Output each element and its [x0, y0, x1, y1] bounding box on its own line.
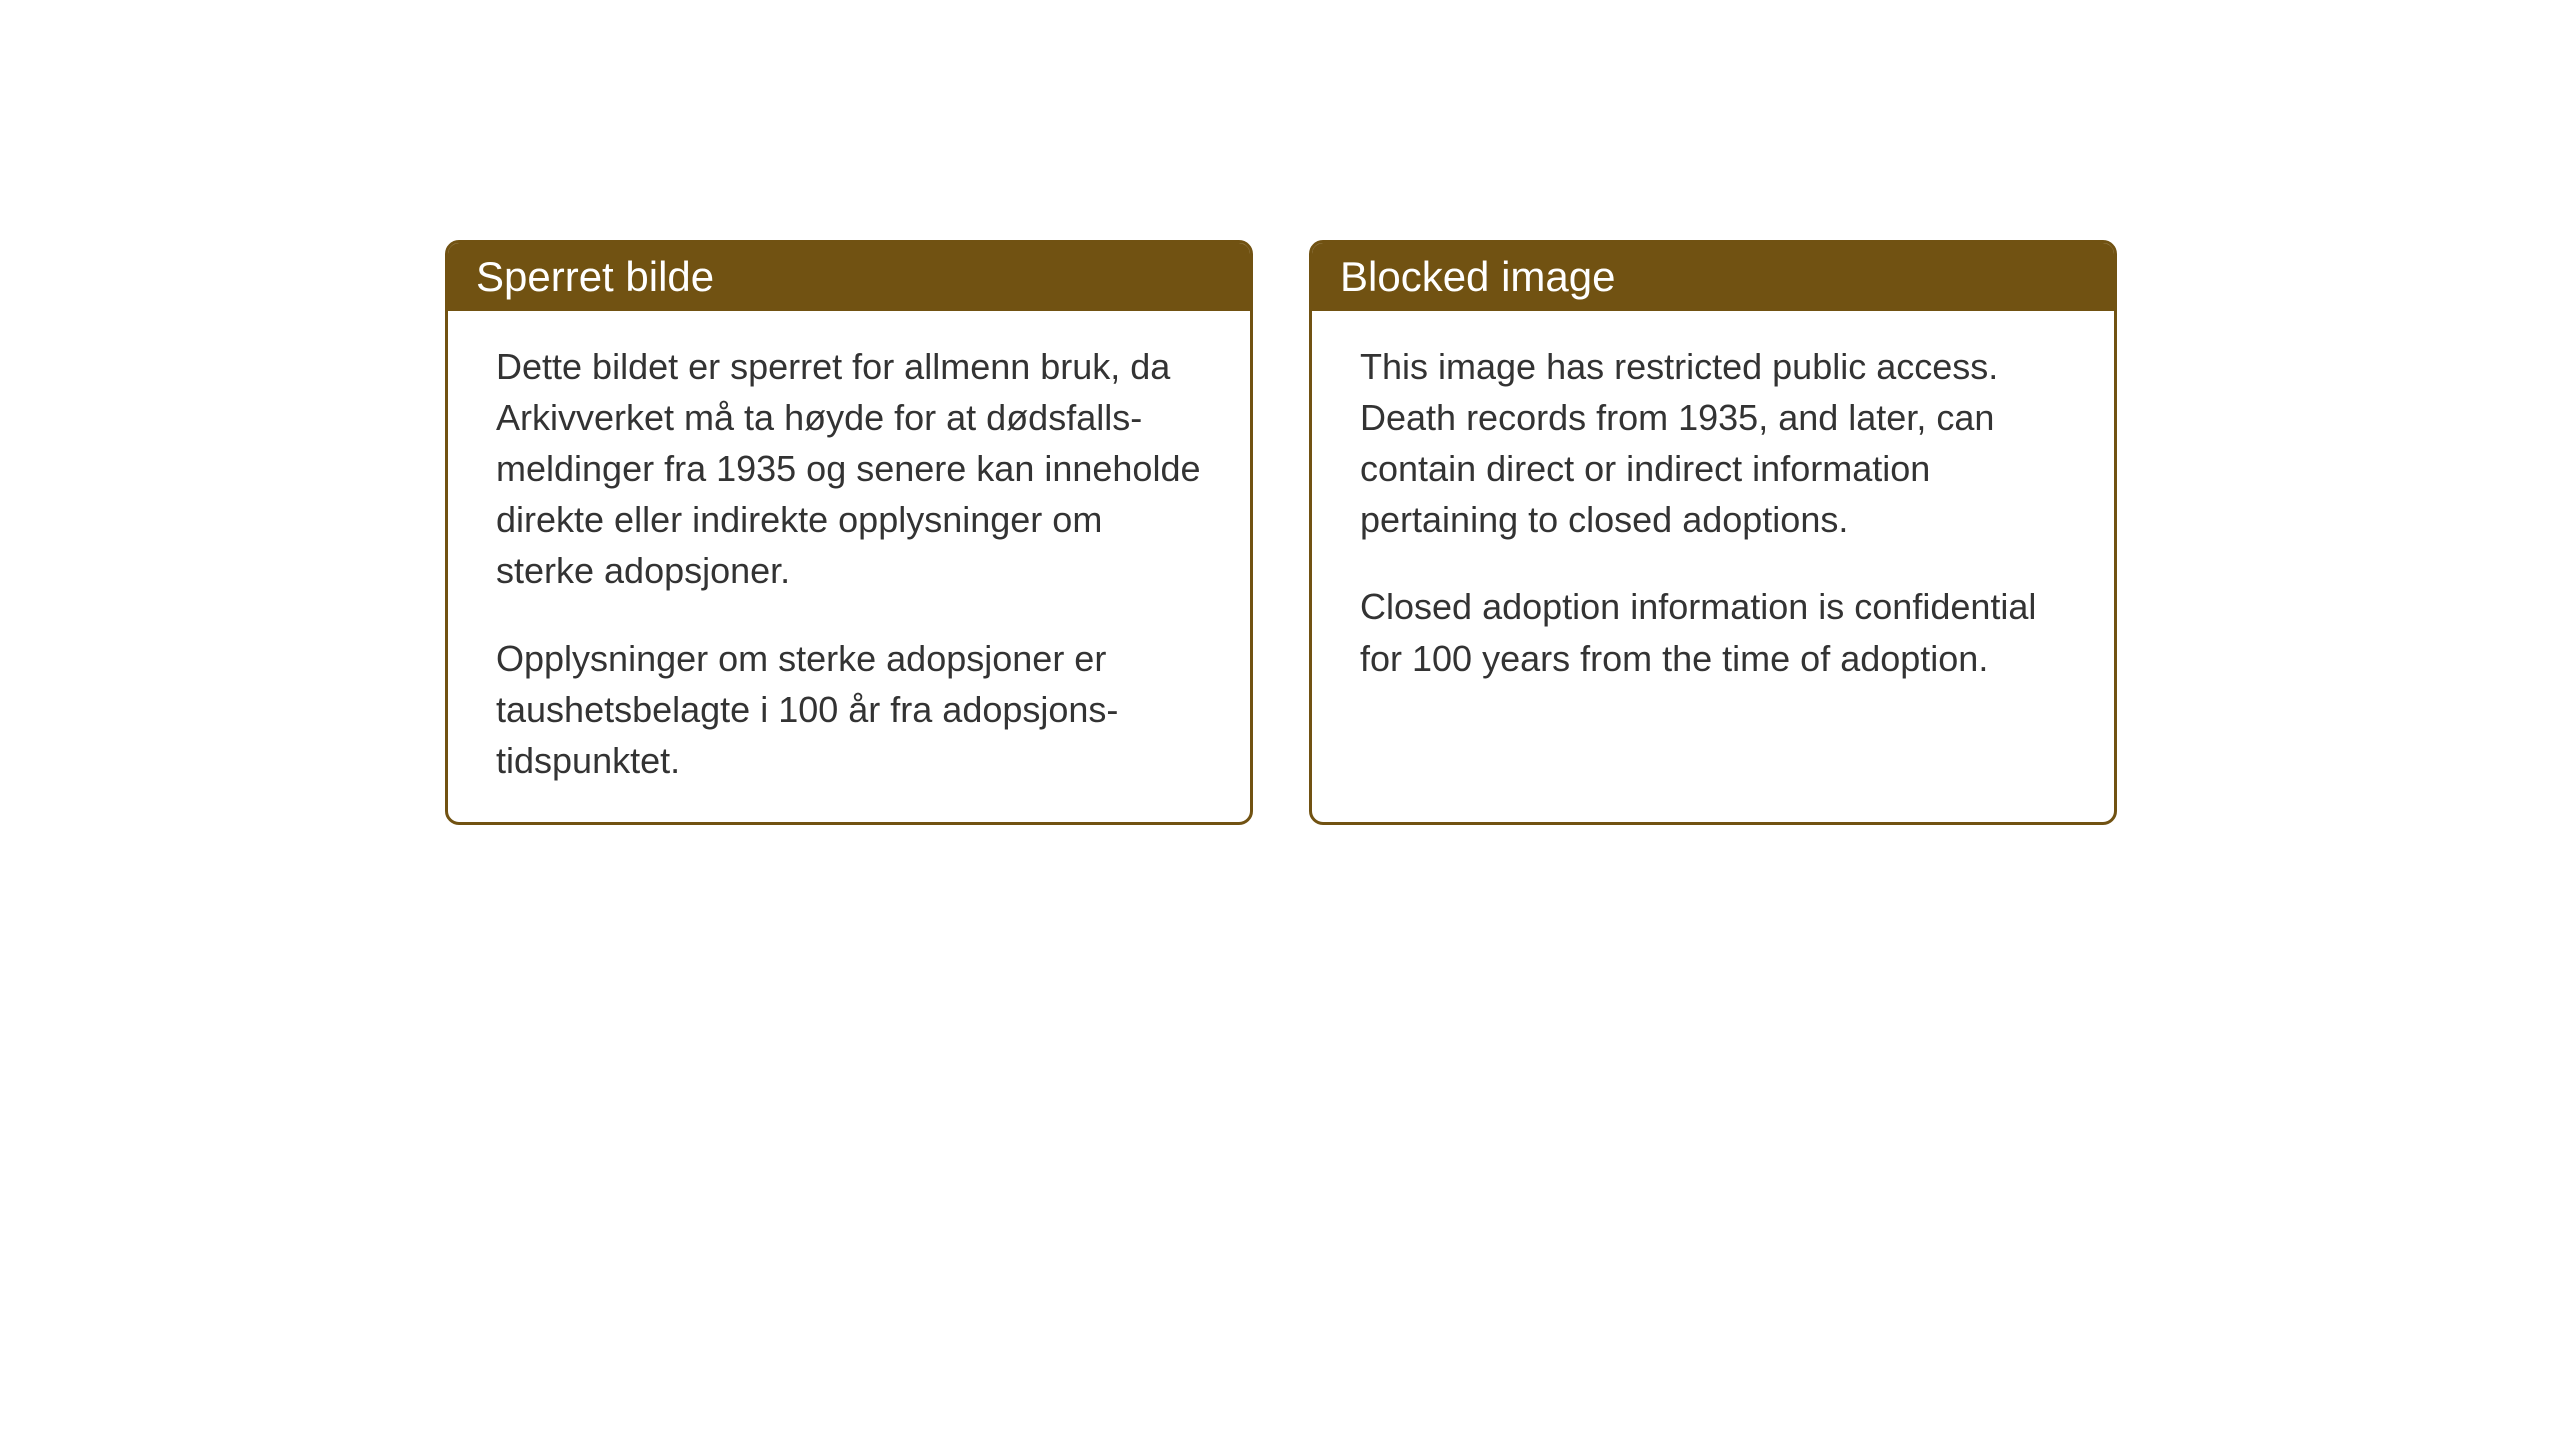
card-norwegian: Sperret bilde Dette bildet er sperret fo… — [445, 240, 1253, 825]
cards-container: Sperret bilde Dette bildet er sperret fo… — [445, 240, 2117, 825]
card-norwegian-header: Sperret bilde — [448, 243, 1250, 311]
card-norwegian-paragraph-2: Opplysninger om sterke adopsjoner er tau… — [496, 633, 1202, 786]
card-norwegian-body: Dette bildet er sperret for allmenn bruk… — [448, 311, 1250, 822]
card-norwegian-title: Sperret bilde — [476, 253, 714, 300]
card-english-paragraph-2: Closed adoption information is confident… — [1360, 581, 2066, 683]
card-english-body: This image has restricted public access.… — [1312, 311, 2114, 755]
card-english-title: Blocked image — [1340, 253, 1615, 300]
card-english-paragraph-1: This image has restricted public access.… — [1360, 341, 2066, 545]
card-english-header: Blocked image — [1312, 243, 2114, 311]
card-english: Blocked image This image has restricted … — [1309, 240, 2117, 825]
card-norwegian-paragraph-1: Dette bildet er sperret for allmenn bruk… — [496, 341, 1202, 597]
